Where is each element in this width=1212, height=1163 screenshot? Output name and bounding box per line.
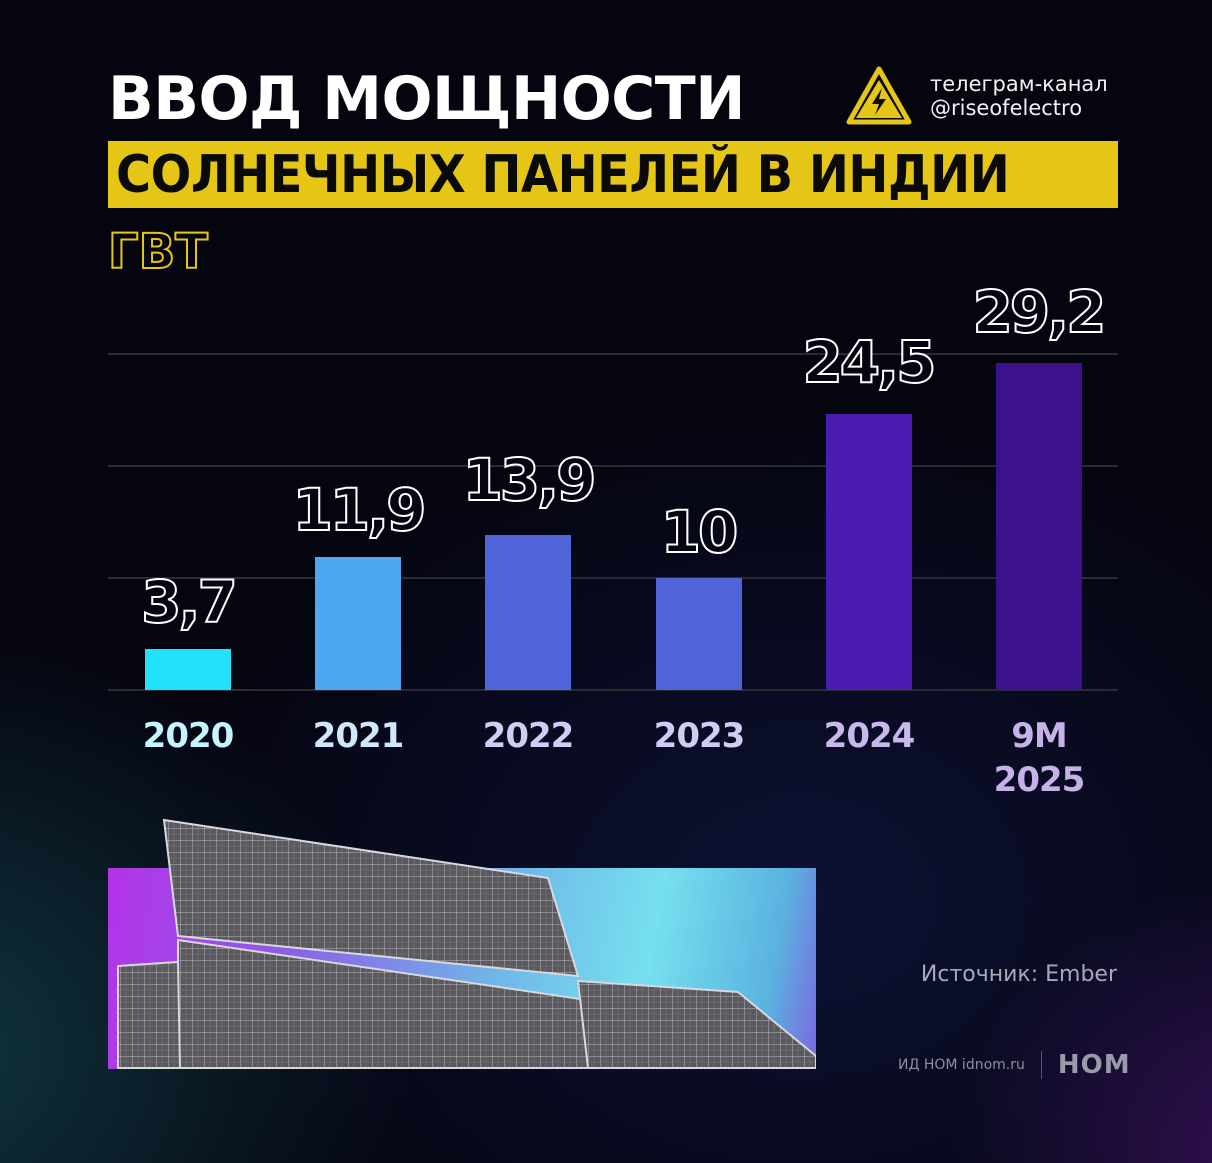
title-highlight-bar [108,141,1118,208]
category-label-2021: 2021 [312,716,405,756]
bar-2024 [826,414,912,690]
category-label-2020: 2020 [142,716,235,756]
category-label-2025: 2025 [993,760,1086,800]
bar-2020 [145,649,231,690]
solar-panels-photo [108,818,816,1069]
gridline-10 [108,577,1118,579]
source-note: Источник: Ember [920,962,1117,987]
telegram-channel: телеграм-канал @riseofelectro [846,66,1108,126]
bar-2021 [315,557,401,690]
high-voltage-warning-icon [846,66,912,125]
value-label-2021: 11,9 [291,476,427,544]
category-label-2022: 2022 [482,716,575,756]
telegram-label: телеграм-канал [930,72,1108,96]
category-label-9m-2025: 9M 2025 [959,714,1119,802]
bar-2022 [485,535,571,690]
value-label-9m-2025: 29,2 [971,278,1107,346]
footer-divider [1040,1051,1042,1079]
category-label-9m: 9M [1011,716,1068,756]
category-label-2023: 2023 [653,716,746,756]
category-label-2024: 2024 [823,716,916,756]
bar-2023 [656,578,742,690]
unit-label: ГВТ [107,224,209,280]
gridline-0 [108,689,1118,691]
publisher-footer: ИД НОМ idnom.ru НОМ [898,1050,1131,1080]
publisher-logo: НОМ [1057,1050,1131,1080]
telegram-handle: @riseofelectro [930,96,1083,120]
gridline-30 [108,353,1118,355]
value-label-2020: 3,7 [140,568,239,636]
value-label-2024: 24,5 [801,328,937,396]
solar-panels-illustration [117,818,816,1069]
bar-9m-2025 [996,363,1082,690]
gridline-20 [108,465,1118,467]
bar-chart: 3,7 11,9 13,9 10 24,5 29,2 2020 2021 202… [108,281,1119,820]
value-label-2022: 13,9 [461,446,597,514]
value-label-2023: 10 [660,498,740,566]
page-title-line1: ВВОД МОЩНОСТИ [108,64,745,134]
page-title-line2: СОЛНЕЧНЫХ ПАНЕЛЕЙ В ИНДИИ [116,145,1010,205]
publisher-text: ИД НОМ idnom.ru [898,1057,1025,1073]
